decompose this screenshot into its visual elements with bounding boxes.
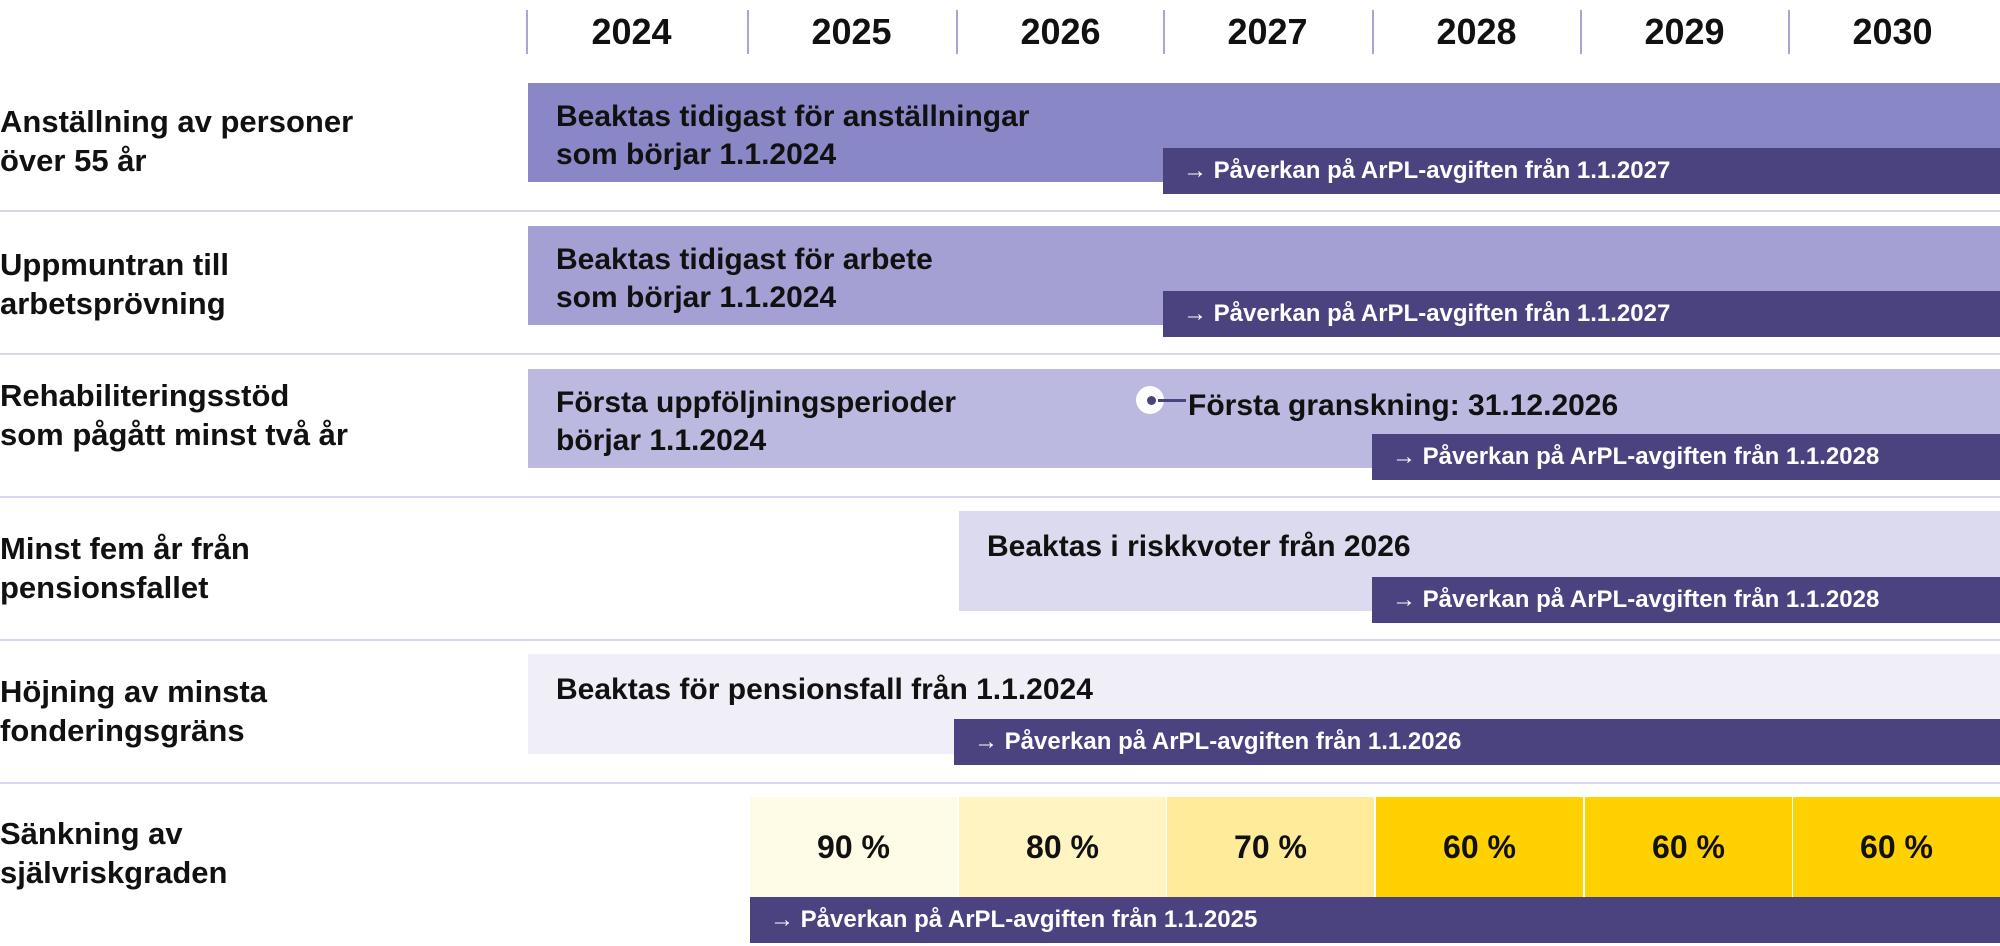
percentage-cell-2027: 70 %: [1167, 797, 1374, 897]
bar-text: Beaktas i riskkvoter från 2026: [987, 528, 1411, 566]
row-separator: [0, 353, 2000, 355]
percentage-cell-2028: 60 %: [1376, 797, 1583, 897]
row-separator: [0, 496, 2000, 498]
row-label: Anställning av personer över 55 år: [0, 102, 500, 180]
label-line: Uppmuntran till: [0, 247, 230, 282]
bar-text: Beaktas tidigast för anställningar som b…: [556, 98, 1029, 174]
label-line: Minst fem år från: [0, 531, 250, 566]
percentage-cell-2025: 90 %: [750, 797, 957, 897]
timeline-bar: Första uppföljningsperioder börjar 1.1.2…: [528, 369, 2000, 468]
divider: [1163, 10, 1165, 54]
bar-text: Beaktas tidigast för arbete som börjar 1…: [556, 241, 933, 317]
label-line: Rehabiliteringsstöd: [0, 378, 290, 413]
year-2025: 2025: [811, 11, 892, 52]
bar-text-line: som börjar 1.1.2024: [556, 138, 837, 171]
bar-text-line: som börjar 1.1.2024: [556, 281, 837, 314]
label-line: Höjning av minsta: [0, 674, 267, 709]
impact-bar: → Påverkan på ArPL-avgiften från 1.1.202…: [1163, 148, 2000, 194]
year-2028: 2028: [1436, 11, 1517, 52]
impact-bar: → Påverkan på ArPL-avgiften från 1.1.202…: [1163, 291, 2000, 337]
marker-connector: [1158, 399, 1186, 402]
bar-text-line: Beaktas tidigast för arbete: [556, 243, 933, 276]
divider: [1788, 10, 1790, 54]
bar-text-line: Första uppföljningsperioder: [556, 386, 957, 419]
row-label: Rehabiliteringsstöd som pågått minst två…: [0, 376, 500, 454]
label-line: Anställning av personer: [0, 104, 354, 139]
bar-text-line: Beaktas för pensionsfall från 1.1.2024: [556, 673, 1093, 706]
bar-text-line: börjar 1.1.2024: [556, 424, 767, 457]
percentage-cell-2026: 80 %: [959, 797, 1166, 897]
milestone-label: Första granskning: 31.12.2026: [1188, 389, 1619, 422]
row-label: Minst fem år från pensionsfallet: [0, 529, 500, 607]
row-label: Uppmuntran till arbetsprövning: [0, 245, 500, 323]
percentage-cell-2030: 60 %: [1793, 797, 2000, 897]
label-line: pensionsfallet: [0, 570, 209, 605]
label-line: fonderingsgräns: [0, 713, 245, 748]
bar-text: Första uppföljningsperioder börjar 1.1.2…: [556, 384, 956, 460]
impact-bar: → Påverkan på ArPL-avgiften från 1.1.202…: [1372, 434, 2000, 480]
label-line: över 55 år: [0, 143, 147, 178]
bar-text-line: Beaktas i riskkvoter från 2026: [987, 530, 1411, 563]
impact-bar: → Påverkan på ArPL-avgiften från 1.1.202…: [1372, 577, 2000, 623]
row-label: Sänkning av självriskgraden: [0, 814, 500, 892]
divider: [747, 10, 749, 54]
percentage-cell-2029: 60 %: [1585, 797, 1792, 897]
row-separator: [0, 782, 2000, 784]
divider: [1372, 10, 1374, 54]
divider: [956, 10, 958, 54]
impact-bar: → Påverkan på ArPL-avgiften från 1.1.202…: [954, 719, 2000, 765]
impact-bar: → Påverkan på ArPL-avgiften från 1.1.202…: [750, 897, 2000, 943]
row-separator: [0, 639, 2000, 641]
year-2029: 2029: [1644, 11, 1725, 52]
year-2030: 2030: [1852, 11, 1933, 52]
label-line: självriskgraden: [0, 855, 228, 890]
bar-text-line: Beaktas tidigast för anställningar: [556, 100, 1030, 133]
row-separator: [0, 210, 2000, 212]
timeline-bar: Beaktas tidigast för arbete som börjar 1…: [528, 226, 2000, 325]
label-line: som pågått minst två år: [0, 417, 348, 452]
year-2024: 2024: [591, 11, 672, 52]
year-2026: 2026: [1020, 11, 1101, 52]
year-2027: 2027: [1227, 11, 1308, 52]
divider: [1580, 10, 1582, 54]
row-label: Höjning av minsta fonderingsgräns: [0, 672, 500, 750]
divider: [526, 10, 528, 54]
label-line: Sänkning av: [0, 816, 183, 851]
bar-text: Beaktas för pensionsfall från 1.1.2024: [556, 671, 1093, 709]
label-line: arbetsprövning: [0, 286, 226, 321]
